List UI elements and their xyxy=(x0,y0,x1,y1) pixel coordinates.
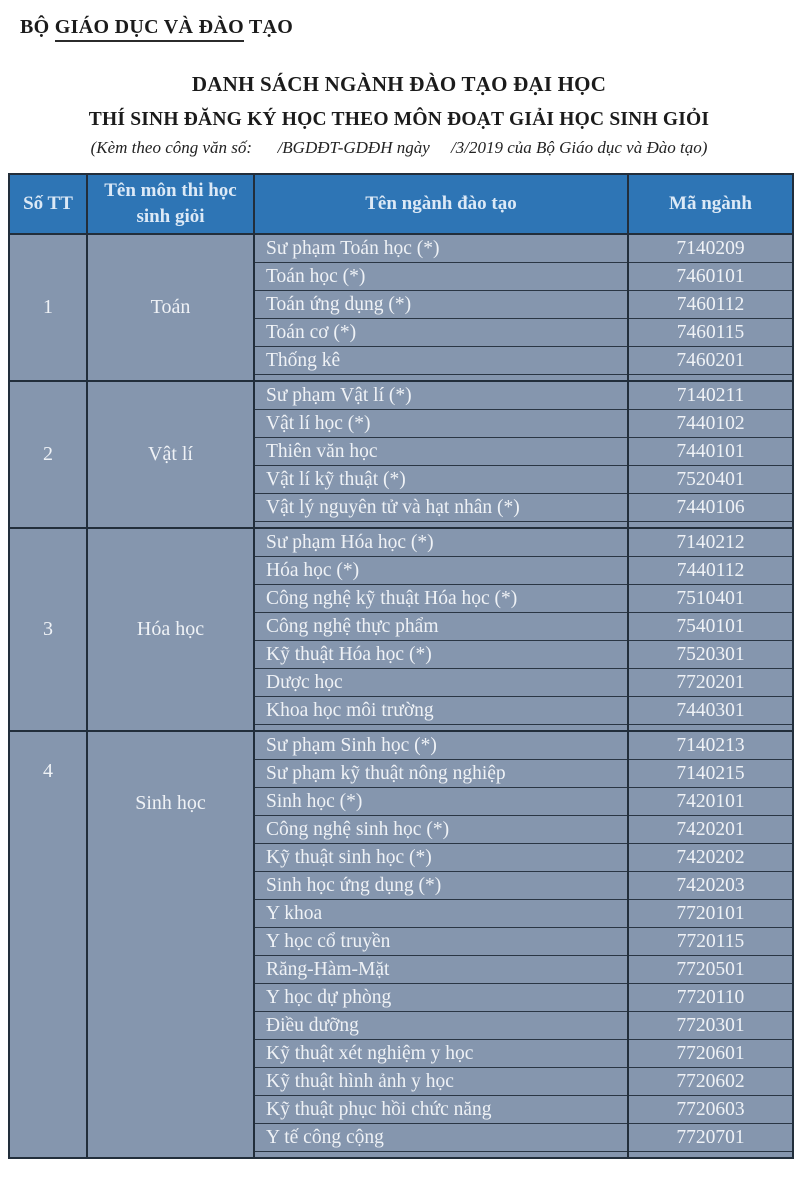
major-code: 7510401 xyxy=(629,585,792,613)
subject-name: Vật lí xyxy=(88,382,255,527)
major-name: Vật lí học (*) xyxy=(255,410,627,438)
majors-list: Sư phạm Vật lí (*) Vật lí học (*) Thiên vă… xyxy=(255,382,629,527)
major-name: Công nghệ sinh học (*) xyxy=(255,816,627,844)
ministry-title-prefix: BỘ xyxy=(20,16,55,38)
major-name: Công nghệ kỹ thuật Hóa học (*) xyxy=(255,585,627,613)
major-code: 7420101 xyxy=(629,788,792,816)
major-name: Khoa học môi trường xyxy=(255,697,627,725)
group-number: 1 xyxy=(10,235,88,380)
major-name: Vật lý nguyên tử và hạt nhân (*) xyxy=(255,494,627,522)
document-subtitle: THÍ SINH ĐĂNG KÝ HỌC THEO MÔN ĐOẠT GIẢI … xyxy=(88,109,710,130)
subject-group-row: 2 Vật lí Sư phạm Vật lí (*) Vật lí học (*) T… xyxy=(10,382,792,529)
major-name: Kỹ thuật hình ảnh y học xyxy=(255,1068,627,1096)
table-body: 1 Toán Sư phạm Toán học (*) Toán học (*) Toá… xyxy=(10,235,792,1157)
major-code: 7720501 xyxy=(629,956,792,984)
subject-group-row: 3 Hóa học Sư phạm Hóa học (*) Hóa học (*) Cô… xyxy=(10,529,792,732)
major-code: 7720301 xyxy=(629,1012,792,1040)
major-code: 7720115 xyxy=(629,928,792,956)
ministry-title-underlined: GIÁO DỤC VÀ ĐÀO xyxy=(54,16,244,42)
major-name: Hóa học (*) xyxy=(255,557,627,585)
major-name: Sinh học (*) xyxy=(255,788,627,816)
major-code: 7140209 xyxy=(629,235,792,263)
major-code: 7460101 xyxy=(629,263,792,291)
codes-list: 7140209 7460101 7460112 7460115 7460201 xyxy=(629,235,792,380)
majors-list: Sư phạm Hóa học (*) Hóa học (*) Công nghệ … xyxy=(255,529,629,730)
major-code: 7520401 xyxy=(629,466,792,494)
subject-name: Toán xyxy=(88,235,255,380)
majors-list: Sư phạm Sinh học (*) Sư phạm kỹ thuật nôn… xyxy=(255,732,629,1157)
major-code: 7720601 xyxy=(629,1040,792,1068)
group-number: 3 xyxy=(10,529,88,730)
table-header-row: Số TT Tên môn thi học sinh giỏi Tên ngàn… xyxy=(10,175,792,235)
major-code: 7540101 xyxy=(629,613,792,641)
document-note: (Kèm theo công văn số: /BGDĐT-GDĐH ngày … xyxy=(90,138,708,157)
majors-list: Sư phạm Toán học (*) Toán học (*) Toán ứng… xyxy=(255,235,629,380)
major-name: Thiên văn học xyxy=(255,438,627,466)
major-code: 7460112 xyxy=(629,291,792,319)
major-name: Sư phạm Vật lí (*) xyxy=(255,382,627,410)
major-name: Sư phạm Sinh học (*) xyxy=(255,732,627,760)
codes-list: 7140211 7440102 7440101 7520401 7440106 xyxy=(629,382,792,527)
major-code: 7420202 xyxy=(629,844,792,872)
major-code: 7460201 xyxy=(629,347,792,375)
major-code: 7140212 xyxy=(629,529,792,557)
major-code: 7440112 xyxy=(629,557,792,585)
major-name: Dược học xyxy=(255,669,627,697)
major-code: 7720101 xyxy=(629,900,792,928)
major-code: 7420203 xyxy=(629,872,792,900)
major-code: 7140211 xyxy=(629,382,792,410)
major-name: Công nghệ thực phẩm xyxy=(255,613,627,641)
major-name: Sư phạm Toán học (*) xyxy=(255,235,627,263)
major-code: 7720603 xyxy=(629,1096,792,1124)
group-number: 4 xyxy=(10,732,88,1157)
major-code: 7440301 xyxy=(629,697,792,725)
group-number: 2 xyxy=(10,382,88,527)
major-name: Toán cơ (*) xyxy=(255,319,627,347)
codes-list: 7140213 7140215 7420101 7420201 7420202 74202… xyxy=(629,732,792,1157)
subject-name: Sinh học xyxy=(88,732,255,1157)
major-code: 7720201 xyxy=(629,669,792,697)
major-name: Y học dự phòng xyxy=(255,984,627,1012)
major-code: 7440106 xyxy=(629,494,792,522)
column-header-major-name: Tên ngành đào tạo xyxy=(255,175,629,233)
major-name: Thống kê xyxy=(255,347,627,375)
major-name: Kỹ thuật sinh học (*) xyxy=(255,844,627,872)
majors-table: Số TT Tên môn thi học sinh giỏi Tên ngàn… xyxy=(8,173,794,1159)
major-name: Y học cổ truyền xyxy=(255,928,627,956)
major-name: Kỹ thuật Hóa học (*) xyxy=(255,641,627,669)
major-code: 7140213 xyxy=(629,732,792,760)
major-name: Sinh học ứng dụng (*) xyxy=(255,872,627,900)
major-name: Kỹ thuật phục hồi chức năng xyxy=(255,1096,627,1124)
major-name: Y khoa xyxy=(255,900,627,928)
major-code: 7720602 xyxy=(629,1068,792,1096)
major-code: 7720701 xyxy=(629,1124,792,1152)
major-name: Y tế công cộng xyxy=(255,1124,627,1152)
column-header-subject: Tên môn thi học sinh giỏi xyxy=(88,175,255,233)
major-name: Vật lí kỹ thuật (*) xyxy=(255,466,627,494)
major-name: Điều dưỡng xyxy=(255,1012,627,1040)
column-header-major-code: Mã ngành xyxy=(669,193,752,215)
major-name: Toán học (*) xyxy=(255,263,627,291)
ministry-title-suffix: TẠO xyxy=(243,16,294,38)
major-code: 7420201 xyxy=(629,816,792,844)
column-header-stt: Số TT xyxy=(10,175,88,233)
codes-list: 7140212 7440112 7510401 7540101 7520301 77202… xyxy=(629,529,792,730)
major-name: Răng-Hàm-Mặt xyxy=(255,956,627,984)
major-code: 7460115 xyxy=(629,319,792,347)
major-code: 7520301 xyxy=(629,641,792,669)
document-title: DANH SÁCH NGÀNH ĐÀO TẠO ĐẠI HỌC xyxy=(191,72,607,96)
major-name: Kỹ thuật xét nghiệm y học xyxy=(255,1040,627,1068)
document-page: BỘ GIÁO DỤC VÀ ĐÀO TẠO DANH SÁCH NGÀNH Đ… xyxy=(0,16,798,1200)
subject-name: Hóa học xyxy=(88,529,255,730)
subject-group-row: 1 Toán Sư phạm Toán học (*) Toán học (*) Toá… xyxy=(10,235,792,382)
ministry-title: BỘ GIÁO DỤC VÀ ĐÀO TẠO xyxy=(20,16,798,42)
major-name: Sư phạm Hóa học (*) xyxy=(255,529,627,557)
major-name: Sư phạm kỹ thuật nông nghiệp xyxy=(255,760,627,788)
subject-group-row: 4 Sinh học Sư phạm Sinh học (*) Sư phạm kỹ … xyxy=(10,732,792,1157)
major-code: 7140215 xyxy=(629,760,792,788)
major-code: 7720110 xyxy=(629,984,792,1012)
major-code: 7440101 xyxy=(629,438,792,466)
major-name: Toán ứng dụng (*) xyxy=(255,291,627,319)
major-code: 7440102 xyxy=(629,410,792,438)
